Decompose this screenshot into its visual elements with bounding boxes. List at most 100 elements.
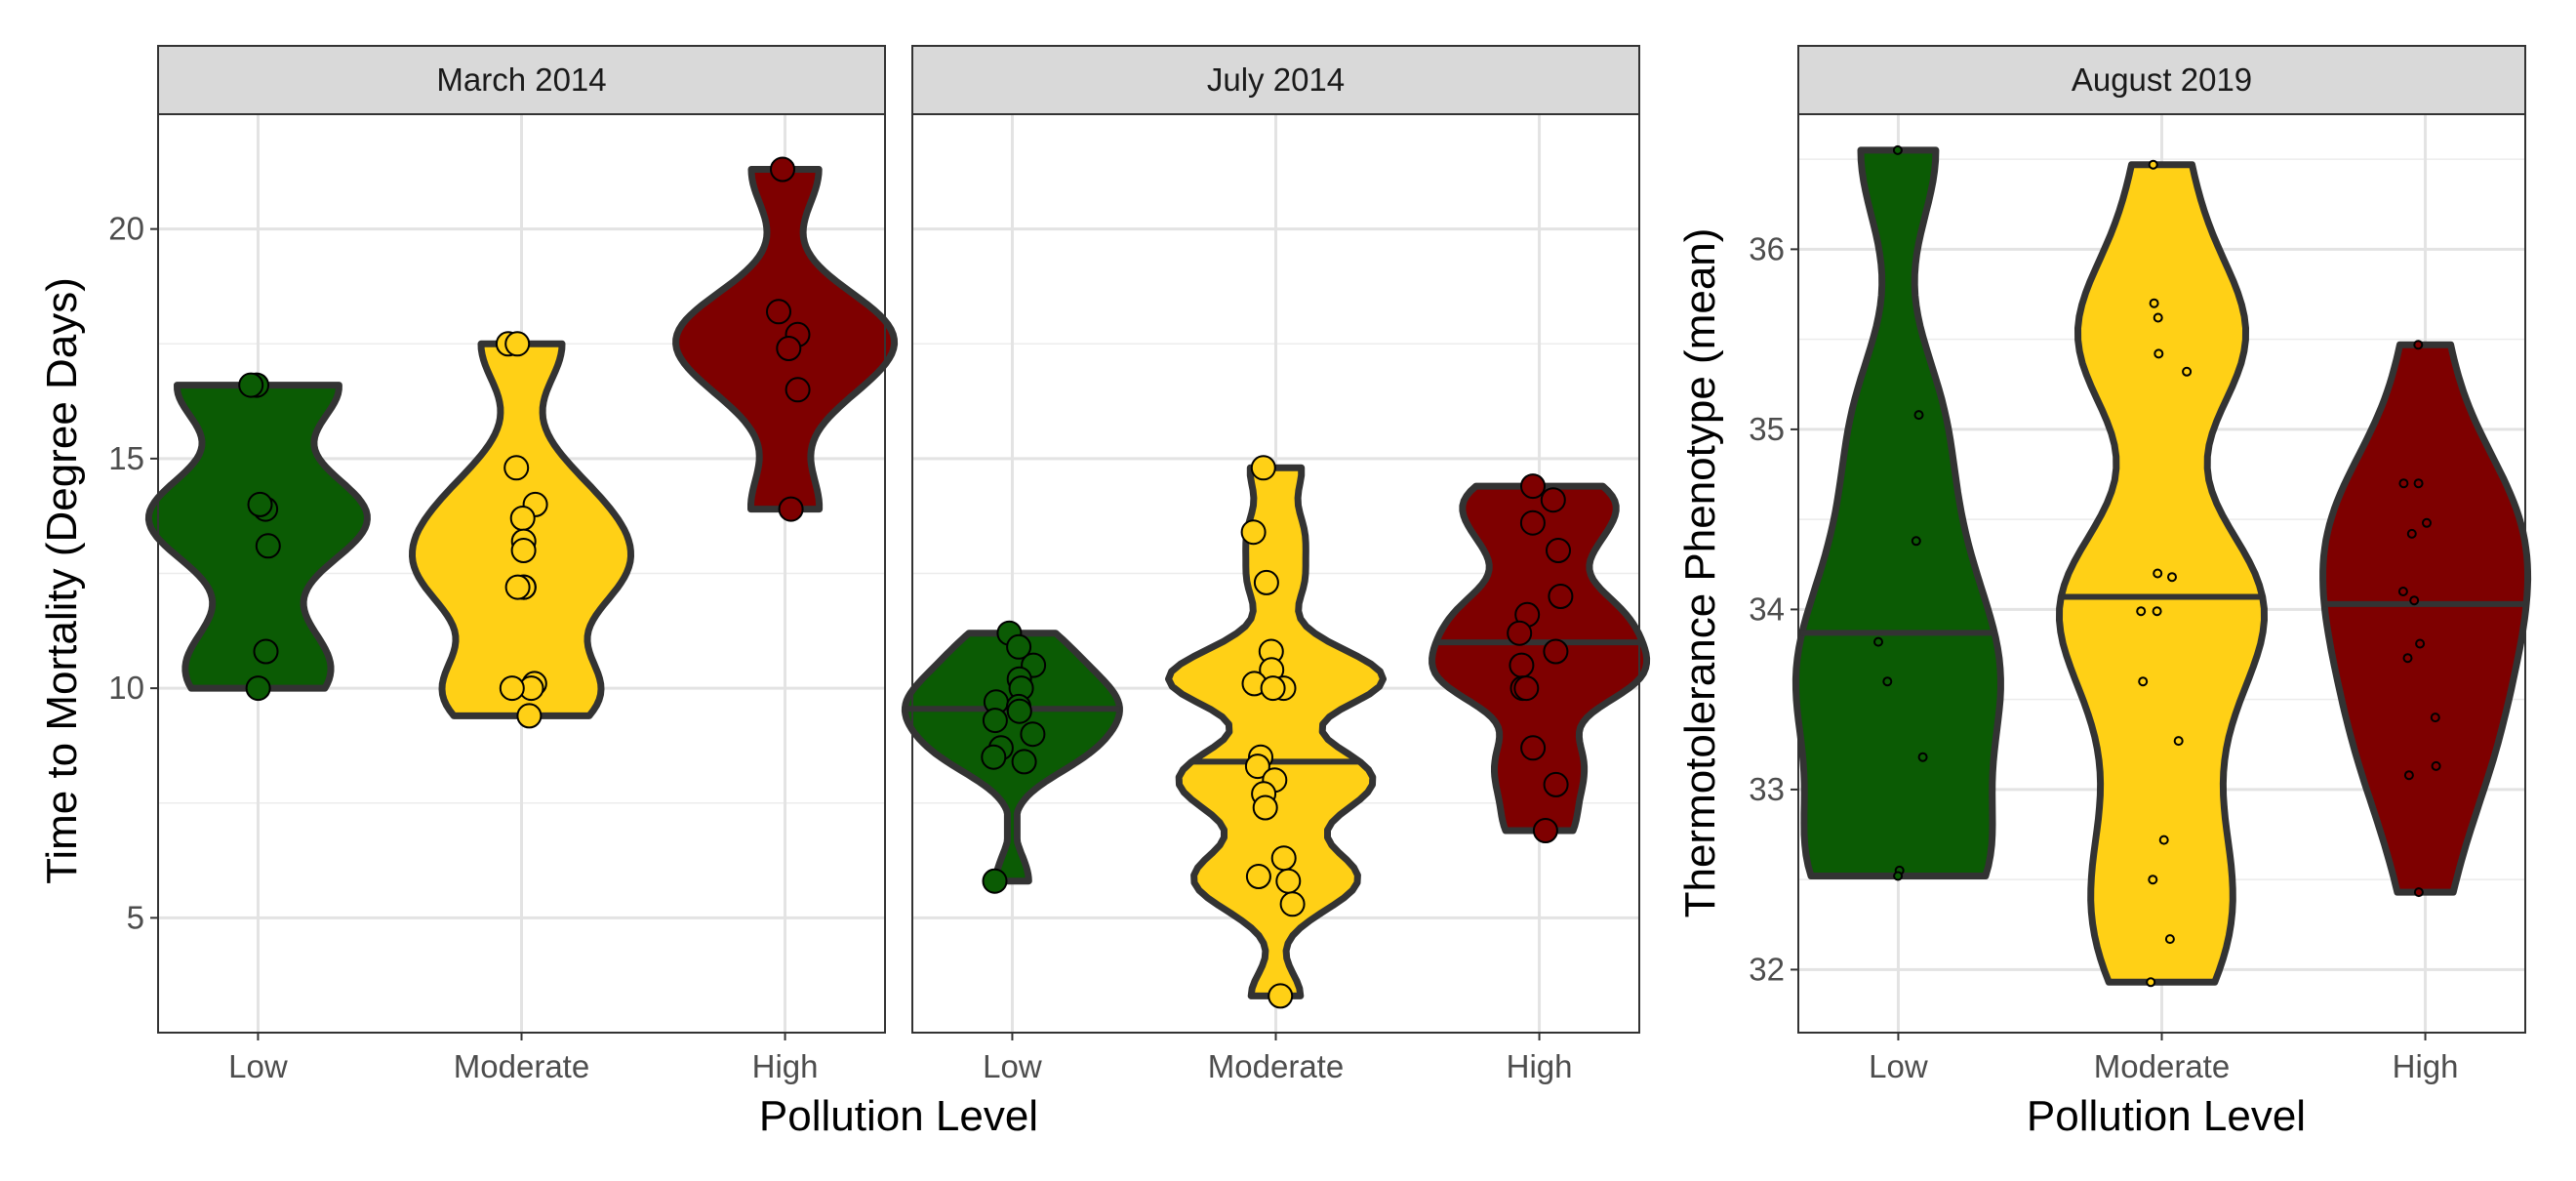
y-tick-label: 35 [1749, 411, 1785, 447]
data-point [1253, 569, 1279, 595]
facet-strip [1797, 45, 2526, 115]
data-point [1244, 753, 1270, 780]
data-point [504, 574, 531, 600]
data-point [1006, 698, 1032, 724]
data-point [2167, 572, 2177, 583]
facet-title: July 2014 [1207, 61, 1345, 98]
data-point [981, 744, 1007, 770]
left-y-axis-title: Time to Mortality (Degree Days) [38, 277, 86, 884]
data-point [1917, 752, 1928, 762]
data-point [245, 675, 271, 702]
data-point [1279, 891, 1306, 917]
data-point [1520, 735, 1547, 761]
facet-title: March 2014 [436, 61, 606, 98]
data-point [2397, 587, 2408, 596]
data-point [1543, 638, 1569, 665]
right-x-axis-title: Pollution Level [2027, 1092, 2306, 1140]
data-point [2148, 875, 2158, 885]
data-point [2148, 159, 2158, 170]
data-point [1509, 652, 1535, 678]
data-point [2153, 312, 2163, 323]
data-point [509, 506, 536, 531]
data-point [1250, 455, 1276, 481]
data-point [778, 496, 804, 522]
data-point [2415, 638, 2426, 649]
data-point [2158, 835, 2169, 845]
data-point [1252, 794, 1278, 821]
data-point [1913, 410, 1924, 421]
data-point [2403, 770, 2414, 781]
data-point [776, 336, 802, 361]
y-tick-label: 32 [1749, 951, 1785, 987]
data-point [2413, 478, 2424, 489]
panel-march-2014: March 2014 Low Moderate High 5 10 15 20 [108, 45, 899, 1084]
y-axis-ticks: 32 33 34 35 36 [1749, 230, 1798, 987]
data-point [2430, 713, 2440, 723]
violin-high [1429, 482, 1651, 835]
data-point [1260, 675, 1286, 702]
data-point [2413, 340, 2424, 350]
data-point [2398, 478, 2409, 489]
x-tick-label: Moderate [1208, 1048, 1344, 1084]
data-point [1520, 473, 1546, 500]
data-point [1911, 536, 1921, 547]
violin-low [144, 382, 371, 692]
right-y-axis-title: Thermotolerance Phenotype (mean) [1676, 228, 1724, 918]
y-tick-label: 34 [1749, 590, 1785, 627]
data-point [503, 455, 530, 481]
y-tick-label: 33 [1749, 771, 1785, 807]
data-point [2182, 366, 2193, 377]
data-point [1275, 868, 1302, 894]
panel-marks [1791, 144, 2532, 988]
panel-august-2019: August 2019 Low Moderate High 32 33 34 35 36 [1749, 45, 2532, 1084]
data-point [2164, 934, 2175, 945]
data-point [770, 156, 795, 183]
panel-marks [901, 455, 1651, 1009]
data-point [504, 331, 531, 357]
data-point [982, 868, 1008, 894]
data-point [1873, 636, 1883, 647]
data-point [2409, 595, 2420, 606]
y-axis-ticks: 5 10 15 20 [108, 211, 158, 935]
data-point [1546, 538, 1571, 563]
data-point [766, 299, 791, 325]
data-point [2173, 736, 2184, 747]
data-point [2138, 676, 2149, 687]
x-tick-label: Moderate [454, 1048, 589, 1084]
facet-title: August 2019 [2072, 61, 2252, 98]
data-point [2406, 528, 2417, 539]
data-point [2146, 977, 2156, 988]
violin-moderate [1165, 464, 1387, 999]
data-point [1532, 818, 1558, 843]
data-point [785, 377, 811, 403]
panel-july-2014: July 2014 Low Moderate High [901, 45, 1651, 1084]
x-tick-label: Moderate [2094, 1048, 2230, 1084]
data-point [1006, 633, 1032, 660]
data-point [982, 708, 1008, 734]
data-point [1268, 983, 1294, 1009]
facet-strip [911, 45, 1640, 115]
data-point [2402, 653, 2413, 664]
panel-marks [144, 156, 899, 729]
violin-low [901, 630, 1123, 885]
data-point [253, 638, 279, 665]
y-tick-label: 10 [108, 670, 144, 706]
data-point [1543, 771, 1569, 797]
data-point [1519, 509, 1546, 536]
facet-strip [157, 45, 886, 115]
data-point [1270, 845, 1297, 872]
data-point [1020, 721, 1046, 748]
data-point [255, 533, 281, 559]
x-tick-label: High [752, 1048, 819, 1084]
data-point [2153, 348, 2164, 359]
violin-high [2319, 341, 2532, 896]
data-point [238, 372, 264, 398]
data-point [499, 675, 525, 702]
data-point [2152, 606, 2162, 617]
data-point [2149, 298, 2159, 308]
data-point [2413, 887, 2424, 898]
y-tick-label: 5 [127, 899, 144, 935]
x-axis-ticks: Low Moderate High [983, 1033, 1573, 1084]
data-point [1245, 864, 1271, 889]
